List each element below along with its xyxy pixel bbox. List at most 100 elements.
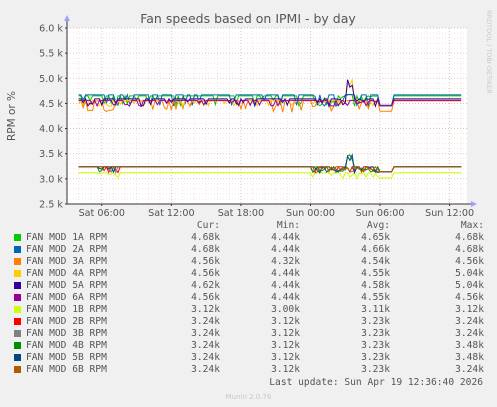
legend-min: 3.12k [271,352,300,363]
legend-cur: 3.24k [191,352,220,363]
plot-background [67,28,467,204]
legend-max: 3.24k [455,316,484,327]
legend-series-name: FAN MOD 4B RPM [26,340,107,351]
legend-min: 4.44k [271,232,300,243]
legend-row: FAN MOD 6A RPM 4.56k 4.44k 4.55k 4.56k [12,292,490,304]
legend-max: 4.56k [455,292,484,303]
y-tick-label: 3.0 k [39,174,63,185]
legend-row: FAN MOD 4B RPM 3.24k 3.12k 3.23k 3.48k [12,340,490,352]
legend-max: 4.68k [455,244,484,255]
legend-cur: 3.24k [191,328,220,339]
y-tick-label: 4.0 k [39,124,63,135]
legend-min: 4.44k [271,292,300,303]
legend-avg: 3.23k [361,340,390,351]
fan-speed-chart: 2.5 k 3.0 k 3.5 k 4.0 k 4.5 k 5.0 k 5.5 k 6.0 k… [6,10,493,219]
series-line-7 [78,171,462,181]
legend-cur: 4.56k [191,256,220,267]
legend-max: 4.68k [455,232,484,243]
x-tick-label: Sun 12:00 [425,208,474,219]
x-tick-label: Sat 18:00 [218,208,264,219]
y-axis-label: RPM or % [6,91,18,141]
legend-cur: 3.24k [191,316,220,327]
legend-row: FAN MOD 1A RPM 4.68k 4.44k 4.65k 4.68k [12,232,490,244]
legend-min: 3.12k [271,316,300,327]
legend-avg: 3.11k [361,304,390,315]
legend-swatch [14,306,21,313]
y-tick-label: 6.0 k [39,24,63,35]
col-min-header: Min: [276,220,300,231]
legend-row: FAN MOD 2A RPM 4.68k 4.44k 4.66k 4.68k [12,244,490,256]
legend-max: 3.12k [455,304,484,315]
legend-avg: 3.23k [361,352,390,363]
legend-cur: 4.68k [191,232,220,243]
x-tick-label: Sun 00:00 [286,208,335,219]
legend-series-name: FAN MOD 6B RPM [26,364,107,375]
legend-avg: 4.58k [361,280,390,291]
x-tick-label: Sat 06:00 [79,208,125,219]
legend-row: FAN MOD 3B RPM 3.24k 3.12k 3.23k 3.24k [12,328,490,340]
legend-cur: 3.24k [191,364,220,375]
rrdtool-watermark: RRDTOOL / TOBI OETIKER [485,10,493,94]
legend-max: 4.56k [455,256,484,267]
legend-max: 5.04k [455,268,484,279]
legend-header: Cur: Min: Avg: Max: [12,220,490,232]
y-tick-label: 3.5 k [39,149,63,160]
legend-series-name: FAN MOD 3A RPM [26,256,107,267]
legend-min: 3.12k [271,328,300,339]
legend-series-name: FAN MOD 1A RPM [26,232,107,243]
y-tick-label: 2.5 k [39,200,63,211]
legend-avg: 3.23k [361,316,390,327]
legend-row: FAN MOD 4A RPM 4.56k 4.44k 4.55k 5.04k [12,268,490,280]
legend-swatch [14,234,21,241]
y-tick-label: 5.0 k [39,74,63,85]
legend-swatch [14,270,21,277]
legend-avg: 4.65k [361,232,390,243]
col-avg-header: Avg: [366,220,390,231]
legend-avg: 4.55k [361,268,390,279]
legend-series-name: FAN MOD 1B RPM [26,304,107,315]
legend-swatch [14,318,21,325]
legend-min: 3.12k [271,340,300,351]
legend-series-name: FAN MOD 2B RPM [26,316,107,327]
series-line-5 [78,79,462,109]
chart-title: Fan speeds based on IPMI - by day [140,11,356,26]
legend-min: 4.44k [271,244,300,255]
legend-swatch [14,258,21,265]
y-tick-label: 5.5 k [39,49,63,60]
legend-row: FAN MOD 1B RPM 3.12k 3.00k 3.11k 3.12k [12,304,490,316]
legend-avg: 3.23k [361,364,390,375]
legend-max: 3.24k [455,364,484,375]
x-axis-arrow [471,201,477,207]
legend-series-name: FAN MOD 3B RPM [26,328,107,339]
series-line-1 [78,93,462,108]
x-tick-label: Sat 12:00 [148,208,194,219]
legend-series-name: FAN MOD 5A RPM [26,280,107,291]
legend-series-name: FAN MOD 4A RPM [26,268,107,279]
col-max-header: Max: [460,220,484,231]
legend-swatch [14,330,21,337]
legend-row: FAN MOD 6B RPM 3.24k 3.12k 3.23k 3.24k [12,364,490,376]
legend-swatch [14,366,21,373]
legend-avg: 3.23k [361,328,390,339]
y-tick-label: 4.5 k [39,99,63,110]
legend-min: 3.12k [271,364,300,375]
legend-max: 3.48k [455,340,484,351]
legend-cur: 4.56k [191,268,220,279]
legend-max: 3.24k [455,328,484,339]
legend-swatch [14,246,21,253]
legend-swatch [14,342,21,349]
legend-max: 3.48k [455,352,484,363]
legend-series-name: FAN MOD 6A RPM [26,292,107,303]
legend-cur: 4.68k [191,244,220,255]
legend-cur: 4.56k [191,292,220,303]
legend-series-name: FAN MOD 2A RPM [26,244,107,255]
legend-row: FAN MOD 2B RPM 3.24k 3.12k 3.23k 3.24k [12,316,490,328]
legend-max: 5.04k [455,280,484,291]
legend-swatch [14,294,21,301]
legend-row: FAN MOD 5A RPM 4.62k 4.44k 4.58k 5.04k [12,280,490,292]
legend-swatch [14,354,21,361]
legend-min: 4.32k [271,256,300,267]
legend-min: 4.44k [271,280,300,291]
legend-avg: 4.54k [361,256,390,267]
series-line-6 [78,99,462,108]
